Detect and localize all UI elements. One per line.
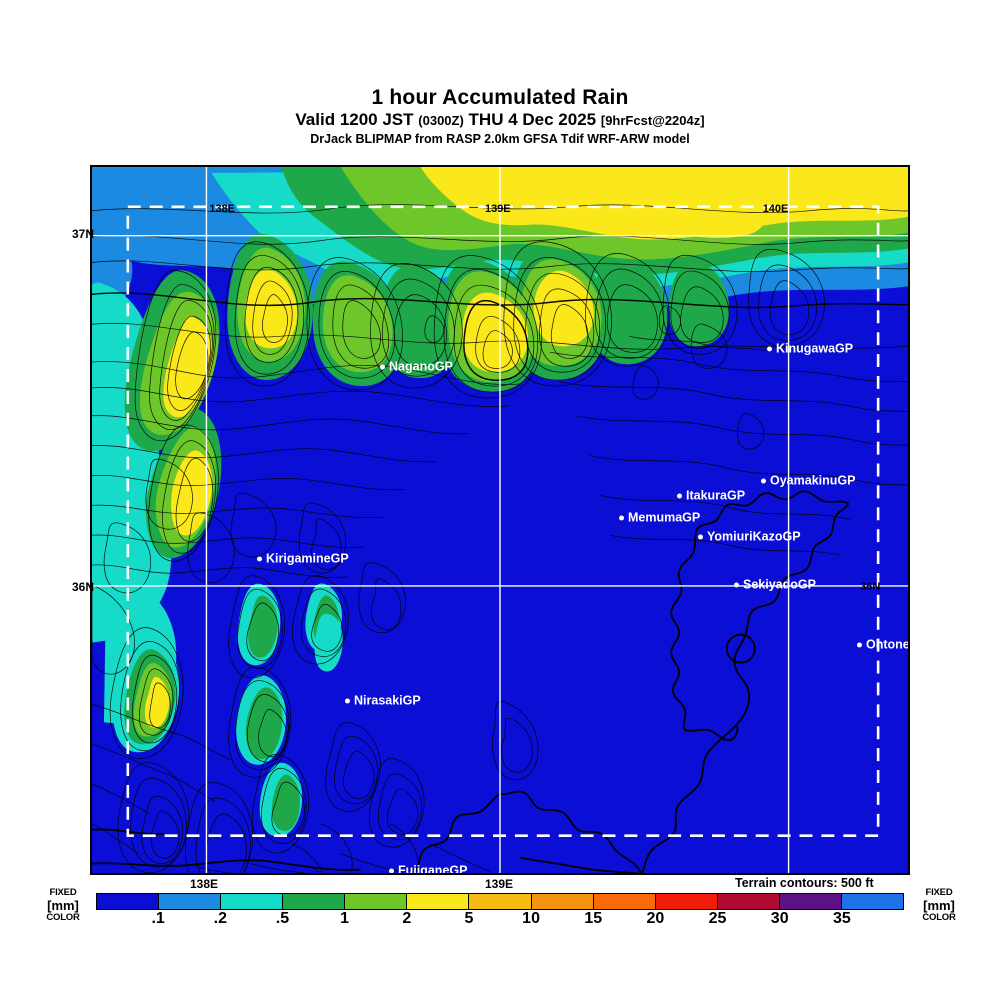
valid-date: THU 4 Dec 2025 [468, 110, 597, 129]
title-block: 1 hour Accumulated Rain Valid 1200 JST (… [0, 86, 1000, 147]
station-marker[interactable]: SekiyadoGP [734, 577, 816, 592]
station-marker[interactable]: KirigamineGP [257, 551, 349, 566]
legend-left-fixed-color-label: FIXED [mm] COLOR [33, 887, 93, 923]
station-dot [734, 582, 739, 588]
station-dot [389, 868, 394, 873]
legend-left-fixed: FIXED [49, 887, 77, 898]
station-marker[interactable]: ItakuraGP [677, 488, 746, 503]
color-swatch-2[interactable] [221, 894, 284, 909]
inline-lat-label-36n: 36N [860, 581, 880, 593]
legend-left-color: COLOR [46, 911, 80, 923]
station-label: KinugawaGP [776, 341, 854, 356]
color-tick-label: 1 [340, 910, 350, 927]
color-tick-label: 5 [464, 910, 474, 927]
color-tick-label: 35 [832, 910, 851, 927]
valid-time-line: Valid 1200 JST (0300Z) THU 4 Dec 2025 [9… [0, 110, 1000, 131]
color-tick-label: 25 [708, 910, 727, 927]
color-swatch-5[interactable] [407, 894, 470, 909]
color-scale-bar[interactable] [96, 893, 904, 910]
lat-axis-label-37n: 37N [72, 227, 95, 241]
station-marker[interactable]: FujiganeGP [389, 863, 468, 875]
model-source-line: DrJack BLIPMAP from RASP 2.0km GFSA Tdif… [310, 132, 690, 146]
station-label: NirasakiGP [354, 693, 421, 708]
station-dot [380, 364, 385, 370]
station-dot [698, 534, 703, 540]
color-swatch-9[interactable] [655, 894, 718, 909]
color-tick-label: .2 [213, 910, 227, 927]
terrain-contour-note: Terrain contours: 500 ft [735, 876, 874, 890]
station-marker[interactable]: MemumaGP [619, 510, 701, 525]
inline-lon-label-139e: 139E [485, 203, 511, 215]
color-tick-label: 20 [646, 910, 665, 927]
station-dot [345, 698, 350, 704]
station-marker[interactable]: NaganoGP [380, 359, 453, 374]
station-dot [257, 556, 262, 562]
color-swatch-0[interactable] [97, 894, 160, 909]
color-swatch-8[interactable] [593, 894, 656, 909]
station-dot [761, 478, 766, 484]
valid-utc: (0300Z) [418, 113, 464, 128]
station-label: Ohtone [866, 637, 910, 652]
lon-axis-label-138e: 138E [190, 877, 219, 891]
color-swatch-11[interactable] [779, 894, 842, 909]
station-label: ItakuraGP [686, 488, 746, 503]
valid-prefix: Valid 1200 JST [295, 110, 414, 129]
station-dot [619, 515, 624, 521]
station-marker[interactable]: KinugawaGP [767, 341, 854, 356]
legend-left-units: [mm] [47, 897, 79, 913]
color-tick-label: 10 [522, 910, 540, 927]
station-label: YomiuriKazoGP [707, 529, 801, 544]
coastline [92, 490, 850, 873]
station-label: OyamakinuGP [770, 473, 856, 488]
legend-right-color: COLOR [922, 911, 956, 923]
inline-lon-label-138e: 138E [209, 203, 235, 215]
station-dot [857, 642, 862, 648]
color-tick-label: 30 [770, 910, 789, 927]
color-swatch-10[interactable] [717, 894, 780, 909]
legend-right-units: [mm] [923, 897, 955, 913]
inline-grid-labels: 138E 139E 140E 36N [209, 203, 880, 593]
color-swatch-4[interactable] [345, 894, 408, 909]
station-label: MemumaGP [628, 510, 701, 525]
station-marker[interactable]: OyamakinuGP [761, 473, 856, 488]
map-canvas[interactable]: 138E 139E 140E 36N NaganoGP KinugawaGP O… [90, 165, 910, 875]
station-label: SekiyadoGP [743, 577, 816, 592]
color-tick-label: 15 [584, 910, 603, 927]
station-marker[interactable]: NirasakiGP [345, 693, 421, 708]
color-tick-label: 2 [402, 910, 412, 927]
color-tick-label: .1 [151, 910, 165, 927]
color-swatch-12[interactable] [841, 894, 904, 909]
station-marker[interactable]: Ohtone [857, 637, 910, 652]
map-grid-overlay [92, 167, 908, 873]
terrain-contours [92, 204, 908, 873]
color-swatch-6[interactable] [469, 894, 532, 909]
station-marker[interactable]: YomiuriKazoGP [698, 529, 801, 544]
station-layer: NaganoGP KinugawaGP OyamakinuGP ItakuraG… [92, 167, 908, 873]
color-swatch-7[interactable] [531, 894, 594, 909]
legend-right-fixed: FIXED [925, 887, 953, 898]
color-swatch-1[interactable] [159, 894, 222, 909]
forecast-tag: [9hrFcst@2204z] [600, 113, 705, 128]
inline-lon-label-140e: 140E [763, 203, 789, 215]
page-title: 1 hour Accumulated Rain [371, 86, 629, 109]
color-scale-ticks: .1.2.5 1 2 5 10 15 20 25 30 35 [96, 910, 904, 934]
station-dot [767, 346, 772, 352]
station-label: KirigamineGP [266, 551, 349, 566]
lon-axis-label-139e: 139E [485, 877, 514, 891]
station-label: NaganoGP [389, 359, 453, 374]
color-swatch-3[interactable] [283, 894, 346, 909]
legend-right-fixed-color-label: FIXED [mm] COLOR [909, 887, 969, 923]
station-label: FujiganeGP [398, 863, 468, 875]
color-tick-label: .5 [275, 910, 290, 927]
lat-axis-label-36n: 36N [72, 580, 95, 594]
station-dot [677, 493, 682, 499]
